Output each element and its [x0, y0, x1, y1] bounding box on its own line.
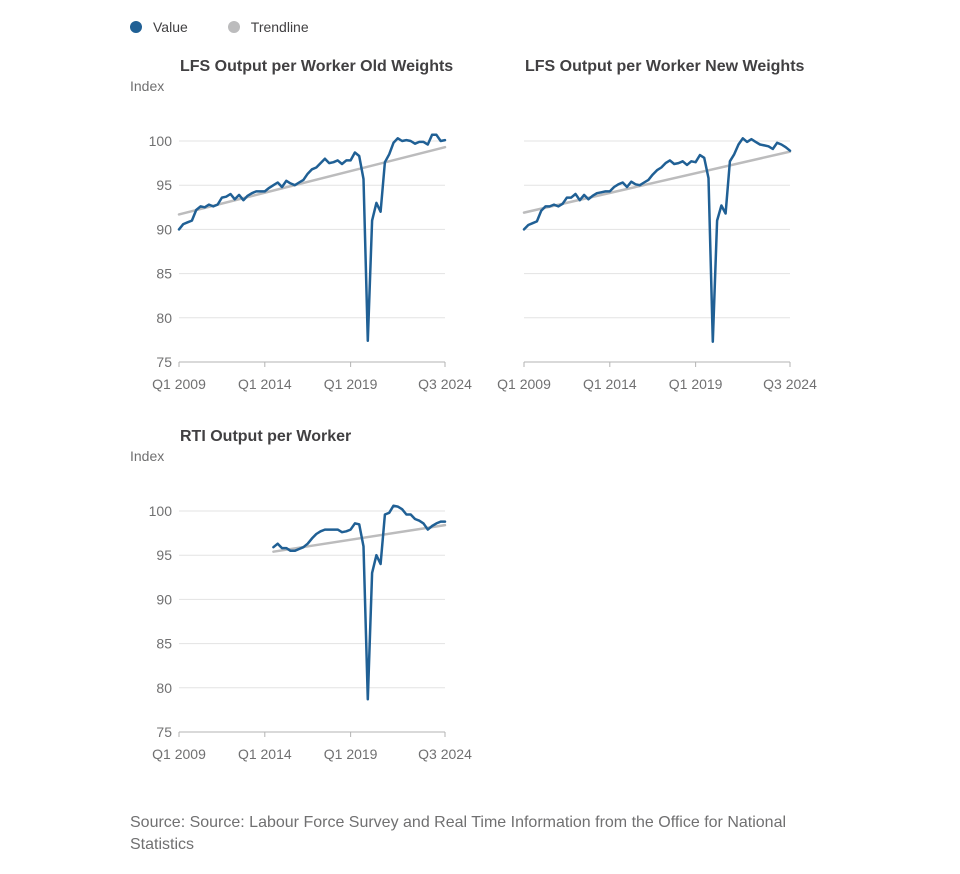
y-tick-label-2-80: 80 — [156, 680, 172, 696]
x-tick-label-2-0: Q1 2009 — [152, 746, 206, 762]
x-tick-label-0-3: Q3 2024 — [418, 376, 472, 392]
y-tick-label-0-100: 100 — [149, 133, 173, 149]
trendline-series-0 — [177, 145, 447, 216]
x-tick-label-1-1: Q1 2014 — [583, 376, 637, 392]
y-tick-label-2-95: 95 — [156, 547, 172, 563]
source-note: Source: Source: Labour Force Survey and … — [130, 814, 787, 853]
x-tick-label-2-1: Q1 2014 — [238, 746, 292, 762]
x-tick-label-1-0: Q1 2009 — [497, 376, 551, 392]
value-series-1 — [522, 137, 792, 343]
y-axis-label-0: Index — [130, 78, 164, 94]
legend: Value Trendline — [130, 17, 309, 37]
y-tick-label-2-100: 100 — [149, 503, 173, 519]
y-tick-label-0-95: 95 — [156, 177, 172, 193]
y-tick-label-0-80: 80 — [156, 310, 172, 326]
value-series-0 — [177, 133, 447, 343]
legend-dot-value — [130, 21, 142, 33]
y-tick-label-0-75: 75 — [156, 354, 172, 370]
x-tick-label-0-1: Q1 2014 — [238, 376, 292, 392]
y-axis-label-2: Index — [130, 448, 164, 464]
x-tick-label-1-3: Q3 2024 — [763, 376, 817, 392]
legend-label-value: Value — [153, 19, 188, 35]
value-series-2 — [272, 504, 447, 701]
legend-item-value[interactable]: Value — [130, 19, 188, 35]
y-tick-label-2-85: 85 — [156, 636, 172, 652]
legend-dot-trendline — [227, 21, 240, 33]
chart-title-1: LFS Output per Worker New Weights — [525, 58, 805, 75]
legend-item-trendline[interactable]: Trendline — [227, 19, 309, 35]
legend-label-trendline: Trendline — [250, 19, 309, 35]
x-tick-label-1-2: Q1 2019 — [669, 376, 723, 392]
chart-title-0: LFS Output per Worker Old Weights — [180, 58, 453, 75]
y-tick-label-0-90: 90 — [156, 221, 172, 237]
chart-title-2: RTI Output per Worker — [180, 428, 351, 445]
x-tick-label-2-3: Q3 2024 — [418, 746, 472, 762]
x-tick-label-2-2: Q1 2019 — [324, 746, 378, 762]
x-tick-label-0-0: Q1 2009 — [152, 376, 206, 392]
x-tick-label-0-2: Q1 2019 — [324, 376, 378, 392]
y-tick-label-2-75: 75 — [156, 724, 172, 740]
y-tick-label-0-85: 85 — [156, 266, 172, 282]
trendline-series-1 — [522, 150, 792, 214]
y-tick-label-2-90: 90 — [156, 591, 172, 607]
